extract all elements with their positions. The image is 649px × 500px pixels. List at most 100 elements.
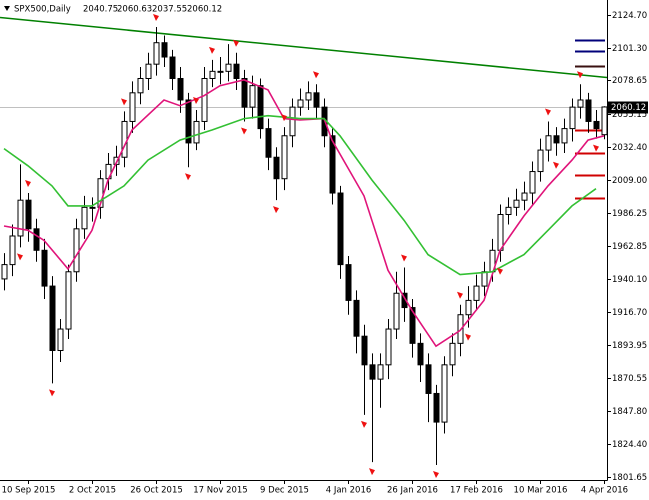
candle-body — [185, 99, 192, 144]
y-tick-label: 2078.65 — [612, 76, 647, 86]
fractal-down — [241, 127, 247, 135]
candle-body — [521, 192, 528, 201]
price-tag-label: 2060.12 — [611, 103, 646, 113]
candle-body — [9, 235, 16, 266]
candle-body — [225, 63, 232, 72]
candle-body — [545, 135, 552, 151]
candle-body — [297, 99, 304, 108]
fractal-down — [49, 389, 55, 397]
x-tick-label: 4 Jan 2016 — [326, 486, 372, 496]
y-tick-label: 2032.40 — [612, 143, 647, 153]
header-low: 2037.55 — [152, 5, 187, 15]
candle-body — [497, 214, 504, 251]
candle-body — [577, 99, 584, 108]
candle-body — [433, 392, 440, 423]
x-tick-label: 10 Mar 2016 — [514, 486, 568, 496]
candle-body — [529, 171, 536, 194]
candle-body — [289, 106, 296, 137]
candle-body — [129, 92, 136, 122]
candle-body — [337, 192, 344, 266]
candle-body — [417, 342, 424, 366]
fractal-up — [401, 254, 407, 262]
fractal-down — [273, 206, 279, 214]
candle-body — [585, 99, 592, 122]
candle-body — [569, 106, 576, 130]
y-tick-label: 2055.15 — [612, 110, 647, 120]
candle-body — [25, 199, 32, 230]
candle-body — [393, 292, 400, 330]
y-tick-label: 1916.70 — [612, 308, 647, 318]
candle-body — [481, 271, 488, 287]
candle-body — [17, 199, 24, 237]
candle-body — [257, 85, 264, 130]
candle-body — [193, 120, 200, 144]
candle-body — [241, 77, 248, 108]
candle-body — [217, 70, 224, 73]
candle-body — [441, 364, 448, 423]
y-tick-label: 1847.80 — [612, 407, 647, 417]
candle-body — [41, 249, 48, 287]
candle-body — [473, 285, 480, 301]
price-tag — [608, 101, 648, 114]
candle-body — [177, 77, 184, 101]
fractal-up — [545, 108, 551, 116]
candle-body — [1, 264, 8, 280]
candle-body — [449, 342, 456, 366]
y-tick-label: 1801.65 — [612, 473, 647, 483]
candle-body — [73, 228, 80, 273]
candle-body — [401, 292, 408, 309]
candle-body — [97, 178, 104, 208]
candle-body — [89, 206, 96, 209]
candle-body — [561, 128, 568, 144]
candle-body — [353, 299, 360, 337]
fractal-up — [281, 114, 287, 122]
fractal-up — [577, 71, 583, 79]
candle-body — [121, 120, 128, 158]
x-tick-label: 2 Oct 2015 — [69, 486, 116, 496]
fractal-down — [369, 468, 375, 476]
x-tick-label: 26 Jan 2016 — [387, 486, 438, 496]
candle-body — [201, 77, 208, 122]
candle-body — [553, 135, 560, 144]
candle-body — [409, 307, 416, 344]
candle-body — [505, 206, 512, 216]
candle-body — [265, 128, 272, 158]
y-tick-label: 2009.00 — [612, 176, 647, 186]
header-close: 2060.12 — [187, 5, 222, 15]
y-tick-label: 2101.30 — [612, 44, 647, 54]
candle-body — [169, 56, 176, 79]
candle-body — [33, 228, 40, 251]
fractal-up — [313, 71, 319, 79]
symbol-label: SPX500,Daily — [14, 5, 71, 15]
x-tick-label: 4 Apr 2016 — [581, 486, 628, 496]
candle-body — [537, 149, 544, 173]
fractal-down — [433, 471, 439, 479]
candle-body — [313, 92, 320, 108]
y-tick-label: 1940.10 — [612, 275, 647, 285]
fractal-up — [209, 46, 215, 54]
trendline — [0, 16, 608, 79]
slow-ma-line — [3, 114, 597, 276]
candle-body — [377, 364, 384, 380]
candle-body — [81, 206, 88, 230]
candle-body — [281, 135, 288, 180]
candle-body — [465, 299, 472, 316]
candle-body — [153, 42, 160, 65]
fractal-down — [361, 420, 367, 428]
fractal-down — [497, 267, 503, 275]
candle-body — [145, 63, 152, 79]
fractal-up — [121, 98, 127, 106]
fractal-down — [185, 173, 191, 181]
fractal-up — [457, 291, 463, 299]
fractal-up — [25, 180, 31, 188]
fractal-down — [553, 161, 559, 169]
candle-body — [137, 77, 144, 94]
y-tick-label: 1893.95 — [612, 341, 647, 351]
x-tick-label: 17 Nov 2015 — [193, 486, 247, 496]
y-tick-label: 1986.25 — [612, 209, 647, 219]
candle-body — [385, 328, 392, 366]
candle-body — [273, 156, 280, 180]
candle-body — [601, 106, 608, 136]
